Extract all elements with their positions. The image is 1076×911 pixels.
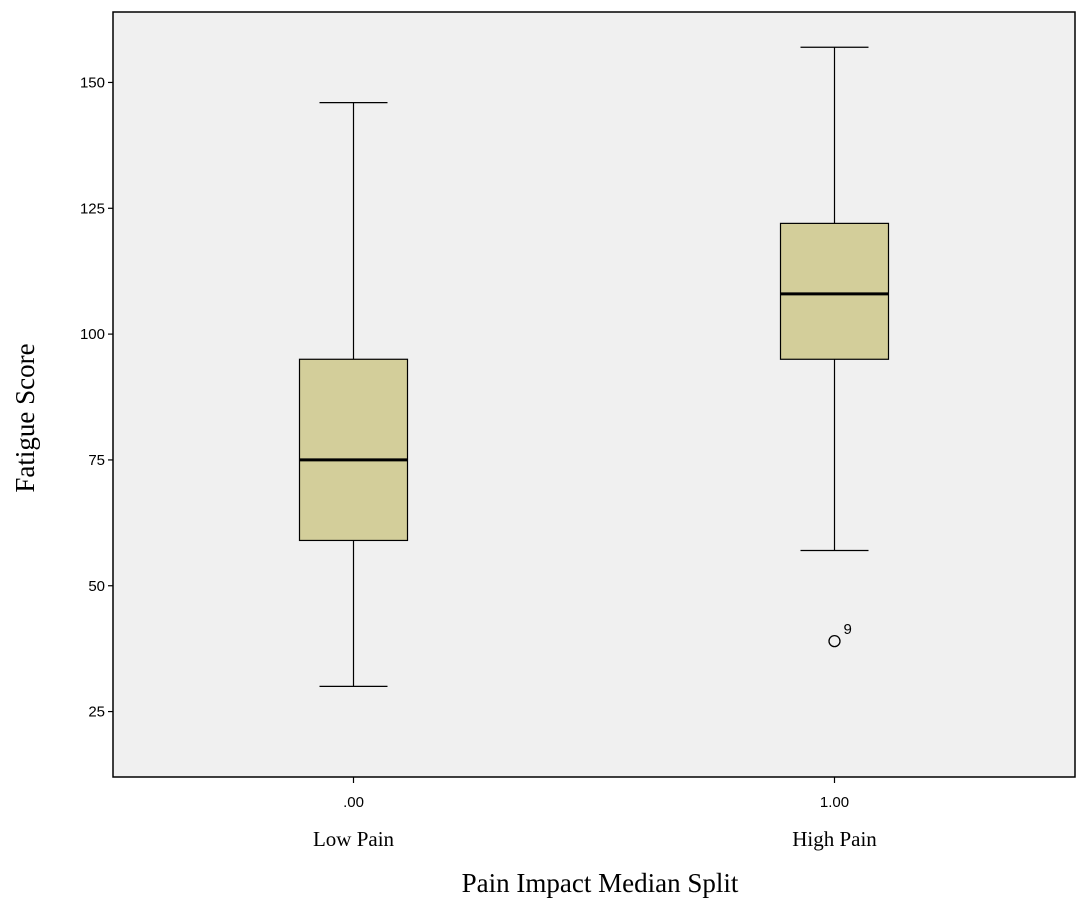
outlier-label: 9 — [844, 621, 852, 638]
x-axis-title: Pain Impact Median Split — [462, 868, 739, 898]
iqr-box — [298, 358, 409, 542]
y-tick-label: 50 — [88, 578, 105, 595]
x-tick-label: .00 — [343, 794, 364, 811]
x-category-label: Low Pain — [313, 827, 395, 851]
x-axis: .00 Low Pain 1.00 High Pain — [313, 777, 877, 851]
outlier-point — [828, 634, 841, 648]
plot-area — [112, 11, 1076, 778]
y-axis: 25 50 75 100 125 150 — [80, 74, 113, 721]
y-tick-label: 25 — [88, 704, 105, 721]
y-tick-label: 150 — [80, 74, 105, 91]
box-group — [298, 101, 409, 688]
box-group: 9 — [779, 46, 890, 648]
y-axis-title: Fatigue Score — [10, 343, 40, 492]
y-tick-label: 75 — [88, 452, 105, 469]
y-tick-label: 100 — [80, 326, 105, 343]
y-tick-label: 125 — [80, 200, 105, 217]
x-tick-label: 1.00 — [820, 794, 849, 811]
boxes: 9 — [298, 46, 890, 688]
iqr-box — [779, 222, 890, 360]
x-category-label: High Pain — [792, 827, 877, 851]
